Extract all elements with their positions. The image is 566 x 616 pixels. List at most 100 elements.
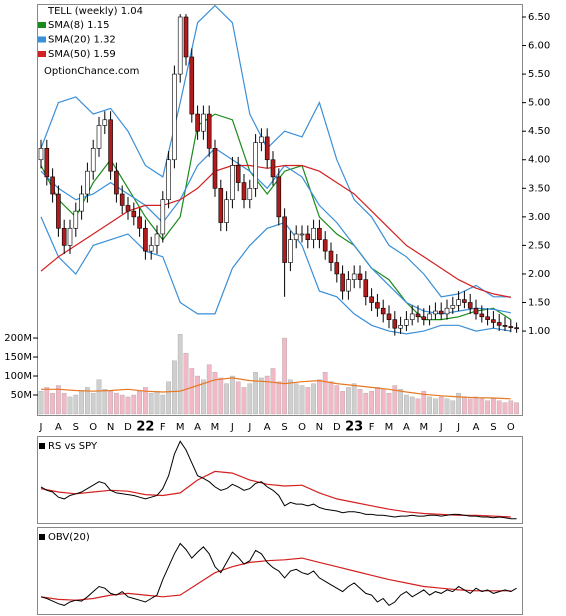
candle-body — [450, 305, 456, 309]
candle-body — [201, 113, 206, 132]
candle-body — [125, 205, 131, 212]
candle-body — [276, 176, 282, 218]
volume-bar — [433, 398, 438, 415]
candle-body — [421, 316, 427, 320]
volume-bar — [119, 394, 125, 415]
volume-bar — [363, 392, 369, 415]
volume-bar — [311, 383, 316, 415]
volume-bar — [456, 392, 461, 415]
candle-body — [230, 165, 235, 201]
candle-body — [328, 250, 334, 263]
sma-line — [40, 113, 512, 321]
volume-bar — [154, 391, 160, 415]
volume-bar — [235, 381, 241, 415]
volume-bar — [143, 387, 148, 415]
x-tick-label: D — [124, 422, 132, 433]
candle-body — [444, 307, 450, 315]
candle-body — [340, 273, 345, 292]
candle-body — [56, 193, 61, 229]
volume-bar — [218, 377, 224, 415]
volume-bar — [247, 383, 253, 415]
volume-bar — [421, 391, 427, 415]
candle-body — [264, 136, 270, 161]
candle-body — [369, 296, 374, 303]
candle-body — [172, 73, 177, 161]
candle-body — [270, 159, 276, 178]
volume-bar — [73, 394, 79, 415]
candle-body — [496, 322, 502, 326]
volume-bar — [496, 400, 502, 415]
volume-bar — [201, 379, 206, 415]
volume-bar — [293, 383, 299, 415]
volume-bar — [253, 372, 258, 415]
volume-bar — [346, 387, 351, 415]
x-tick-label: J — [247, 422, 251, 433]
candle-body — [143, 227, 148, 252]
volume-bar — [438, 396, 444, 415]
candle-body — [398, 325, 403, 329]
rs-frame — [37, 436, 523, 524]
volume-bar — [462, 396, 467, 415]
legend-label: SMA(20) 1.32 — [48, 35, 116, 46]
volume-bar — [195, 375, 200, 415]
x-tick-label: A — [264, 422, 271, 433]
y-tick-label: 2.50 — [528, 240, 550, 251]
x-tick-label: S — [490, 422, 496, 433]
volume-bar — [44, 387, 50, 415]
x-tick-label: 22 — [136, 420, 154, 435]
volume-bar — [79, 391, 84, 415]
volume-bar — [264, 375, 270, 415]
candle-body — [409, 313, 415, 320]
volume-bar — [305, 387, 311, 415]
volume-bar — [172, 360, 177, 415]
candle-body — [61, 227, 67, 246]
volume-bar — [189, 368, 195, 415]
volume-bar — [183, 353, 189, 415]
y-tick-label: 3.50 — [528, 183, 550, 194]
candle-body — [166, 159, 171, 201]
candle-body — [514, 327, 519, 330]
y-tick-label: 5.50 — [528, 69, 550, 80]
volume-bar — [467, 398, 473, 415]
y-tick-label: 6.50 — [528, 12, 550, 23]
volume-bar — [427, 396, 432, 415]
volume-bar — [479, 398, 485, 415]
x-tick-label: M — [211, 422, 220, 433]
x-tick-label: A — [55, 422, 62, 433]
sma-line — [40, 164, 511, 298]
candle-body — [259, 136, 264, 143]
x-tick-label: J — [456, 422, 460, 433]
candle-body — [206, 113, 212, 149]
volume-bar — [241, 387, 247, 415]
volume-bar — [415, 398, 421, 415]
candle-body — [415, 313, 421, 318]
volume-bar — [450, 400, 456, 415]
indicator-line — [40, 542, 517, 607]
volume-bar — [125, 396, 131, 415]
candle-body — [50, 176, 55, 195]
candle-body — [148, 245, 154, 252]
candle-body — [247, 188, 253, 201]
volume-bar — [491, 398, 496, 415]
candle-body — [90, 148, 96, 172]
volume-bar — [485, 400, 490, 415]
candle-body — [235, 165, 241, 183]
candle-body — [293, 233, 299, 240]
volume-bar — [508, 400, 514, 415]
x-tick-label: M — [176, 422, 185, 433]
candle-body — [253, 142, 258, 189]
candle-body — [456, 299, 461, 306]
volume-bar — [96, 379, 102, 415]
volume-bar — [282, 337, 287, 415]
volume-bar — [299, 385, 305, 415]
volume-bar — [212, 372, 218, 415]
candle-body — [392, 319, 398, 329]
candle-body — [375, 302, 380, 309]
candle-body — [427, 313, 432, 320]
volume-bar — [224, 383, 229, 415]
candle-body — [363, 279, 369, 298]
volume-bar — [50, 392, 55, 415]
volume-bar — [276, 381, 282, 415]
panel-title: RS vs SPY — [48, 441, 98, 452]
